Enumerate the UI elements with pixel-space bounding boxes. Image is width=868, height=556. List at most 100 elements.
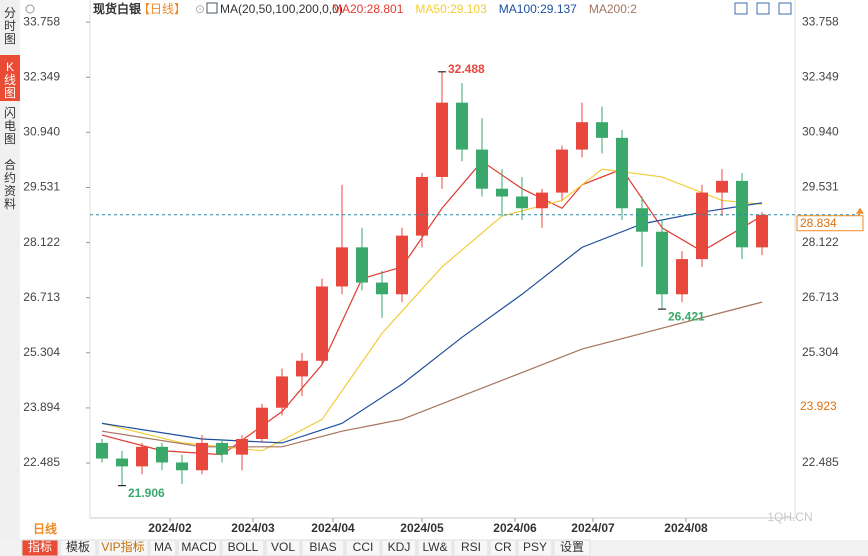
toolbar-button[interactable] <box>221 539 265 556</box>
toolbar-button[interactable] <box>381 539 417 556</box>
side-tab[interactable]: 闪电图 <box>4 106 16 146</box>
y-tick-label-left: 32.349 <box>23 69 60 83</box>
candle-body <box>656 231 668 295</box>
period-tab[interactable]: 日线 <box>33 521 57 536</box>
toolbar-button[interactable] <box>489 539 517 556</box>
side-tab[interactable]: K 线图 <box>4 60 16 100</box>
candle-body <box>276 376 288 408</box>
candle-body <box>476 149 488 189</box>
ma-label: MA(20,50,100,200,0,0) <box>220 2 343 16</box>
icon[interactable] <box>756 2 770 15</box>
last-price-arrow <box>856 207 864 214</box>
y-tick-label-right: 22.485 <box>802 455 839 469</box>
toolbar-button[interactable] <box>553 539 591 556</box>
y-tick-label-right: 25.304 <box>802 345 839 359</box>
candle-body <box>736 180 748 248</box>
marker-box <box>797 398 847 414</box>
toolbar-label[interactable]: LW& <box>422 540 447 554</box>
toolbar-label[interactable]: MA <box>154 540 172 554</box>
toolbar-button[interactable] <box>149 539 177 556</box>
candle-body <box>156 446 168 463</box>
ma-line <box>101 168 763 452</box>
annotation-label: 21.906 <box>128 486 165 500</box>
candle-body <box>316 286 328 361</box>
candle-body <box>296 360 308 377</box>
ma-line <box>101 301 763 448</box>
candle-body <box>676 259 688 295</box>
candle-body <box>416 176 428 236</box>
toolbar-button[interactable] <box>345 539 381 556</box>
toolbar-button[interactable] <box>453 539 489 556</box>
x-tick-label: 2024/03 <box>231 521 275 535</box>
y-tick-label-left: 33.758 <box>23 14 60 28</box>
candle-body <box>716 180 728 193</box>
annotation-label: 32.488 <box>448 62 485 76</box>
toolbar-label[interactable]: 指标 <box>28 539 52 554</box>
side-panel <box>0 0 20 540</box>
y-tick-label-left: 23.894 <box>23 400 60 414</box>
candle-body <box>356 247 368 283</box>
toolbar-label[interactable]: CR <box>494 540 512 554</box>
candle-body <box>436 102 448 177</box>
y-tick-label-left: 26.713 <box>23 290 60 304</box>
toolbar-button[interactable] <box>301 539 345 556</box>
toolbar-label[interactable]: 设置 <box>560 540 584 554</box>
candle-body <box>496 188 508 197</box>
toolbar-label[interactable]: VOL <box>271 540 295 554</box>
candle-body <box>576 122 588 150</box>
watermark: 1QH.CN <box>767 510 812 524</box>
toolbar-label[interactable]: BIAS <box>309 540 336 554</box>
last-price-box <box>796 215 864 232</box>
y-tick-label-left: 28.122 <box>23 235 60 249</box>
candle-body <box>536 192 548 209</box>
toolbar-button[interactable] <box>417 539 453 556</box>
legend-entry: MA200:2 <box>589 2 637 16</box>
candle-body <box>256 407 268 439</box>
toolbar-label[interactable]: VIP指标 <box>101 539 144 554</box>
candle-body <box>696 192 708 260</box>
toolbar-label[interactable]: BOLL <box>228 540 259 554</box>
candle-body <box>756 214 768 248</box>
toolbar-button[interactable] <box>265 539 301 556</box>
x-tick-label: 2024/08 <box>664 521 708 535</box>
x-tick-label: 2024/02 <box>148 521 192 535</box>
side-tab[interactable]: 分时图 <box>4 6 16 46</box>
toolbar-button[interactable] <box>517 539 553 556</box>
icon[interactable] <box>778 2 792 15</box>
toolbar-label[interactable]: MACD <box>181 540 217 554</box>
candle-body <box>456 102 468 150</box>
settings-icon[interactable] <box>25 4 35 14</box>
x-tick-label: 2024/06 <box>493 521 537 535</box>
y-tick-label-right: 32.349 <box>802 69 839 83</box>
candle-body <box>396 235 408 295</box>
x-tick-label: 2024/07 <box>571 521 615 535</box>
toolbar-label[interactable]: PSY <box>523 540 547 554</box>
candle-body <box>96 442 108 459</box>
period: 【日线】 <box>138 2 186 16</box>
legend-entry: MA50:29.103 <box>415 2 487 16</box>
toolbar-label[interactable]: KDJ <box>388 540 411 554</box>
toolbar-button[interactable] <box>21 539 59 556</box>
toolbar-button[interactable] <box>59 539 97 556</box>
toolbar-button[interactable] <box>177 539 221 556</box>
toolbar-label[interactable]: 模板 <box>66 540 90 554</box>
toolbar-label[interactable]: RSI <box>461 540 481 554</box>
ma-checkbox[interactable] <box>206 2 218 14</box>
toolbar-button[interactable] <box>97 539 149 556</box>
toolbar-label[interactable]: CCI <box>353 540 374 554</box>
eye-icon[interactable]: ⊙ <box>195 2 205 16</box>
candle-body <box>116 458 128 467</box>
active-tab <box>0 55 20 101</box>
candle-body <box>376 282 388 295</box>
candle-body <box>556 149 568 193</box>
y-tick-label-right: 26.713 <box>802 290 839 304</box>
candle-body <box>196 442 208 471</box>
side-tab[interactable]: 合约资料 <box>4 157 16 211</box>
icon[interactable] <box>734 2 748 15</box>
x-tick-label: 2024/05 <box>400 521 444 535</box>
last-price-label: 28.834 <box>800 216 837 230</box>
title: 现货白银 <box>93 1 142 16</box>
y-tick-label-right: 28.122 <box>802 235 839 249</box>
